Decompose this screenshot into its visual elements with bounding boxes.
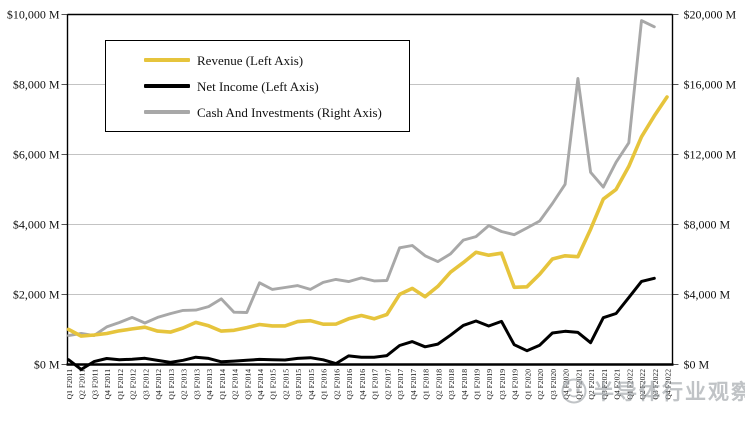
- x-tick-label: Q2 F2018: [434, 369, 443, 400]
- x-tick-label: Q1 F2014: [218, 369, 227, 400]
- x-tick-label: Q4 F2021: [613, 369, 622, 400]
- legend-label: Net Income (Left Axis): [197, 78, 319, 94]
- x-tick-label: Q4 F2013: [205, 369, 214, 400]
- y-tick-left: $4,000 M: [13, 218, 60, 232]
- x-tick-label: Q2 F2021: [587, 369, 596, 400]
- x-tick-label: Q3 F2021: [600, 369, 609, 400]
- x-tick-label: Q3 F2011: [90, 369, 99, 400]
- x-tick-label: Q3 F2015: [294, 369, 303, 400]
- y-tick-right: $4,000 M: [684, 288, 731, 302]
- x-tick-label: Q4 F2016: [358, 369, 367, 400]
- y-tick-right: $0 M: [684, 358, 710, 372]
- x-tick-label: Q4 F2022: [664, 369, 673, 400]
- x-tick-label: Q4 F2011: [103, 369, 112, 400]
- y-axis-labels-left: $10,000 M $8,000 M $6,000 M $4,000 M $2,000 …: [7, 8, 60, 372]
- x-tick-label: Q4 F2020: [562, 369, 571, 400]
- x-tick-label: Q1 F2019: [472, 369, 481, 400]
- x-tick-label: Q2 F2020: [536, 369, 545, 400]
- x-tick-label: Q4 F2018: [460, 369, 469, 400]
- axis-ticks: [61, 14, 679, 365]
- revenue-left-axis-line: [66, 95, 669, 338]
- y-tick-right: $20,000 M: [684, 8, 737, 22]
- x-tick-label: Q3 F2016: [345, 369, 354, 400]
- x-tick-label: Q3 F2014: [243, 369, 252, 400]
- x-tick-label: Q1 F2020: [523, 369, 532, 400]
- x-tick-label: Q3 F2017: [396, 369, 405, 400]
- legend-item-cash: Cash And Investments (Right Axis): [144, 106, 409, 119]
- x-tick-label: Q2 F2013: [180, 369, 189, 400]
- x-tick-label: Q1 F2011: [65, 369, 74, 400]
- legend-label: Revenue (Left Axis): [197, 52, 304, 68]
- y-tick-right: $16,000 M: [684, 78, 737, 92]
- x-tick-label: Q2 F2015: [281, 369, 290, 400]
- y-tick-left: $2,000 M: [13, 288, 60, 302]
- x-tick-label: Q4 F2015: [307, 369, 316, 400]
- legend: Revenue (Left Axis) Net Income (Left Axi…: [105, 40, 410, 132]
- x-tick-label: Q4 F2014: [256, 369, 265, 400]
- cash-and-investments-right-axis-line: [67, 19, 656, 338]
- x-tick-label: Q3 F2013: [192, 369, 201, 400]
- x-tick-label: Q1 F2018: [422, 369, 431, 400]
- x-tick-label: Q2 F2014: [231, 369, 240, 400]
- x-tick-label: Q4 F2019: [511, 369, 520, 400]
- y-tick-right: $12,000 M: [684, 148, 737, 162]
- y-tick-right: $8,000 M: [684, 218, 731, 232]
- x-tick-label: Q2 F2017: [383, 369, 392, 400]
- x-tick-label: Q1 F2012: [116, 369, 125, 400]
- x-tick-label: Q3 F2019: [498, 369, 507, 400]
- x-tick-label: Q2 F2011: [78, 369, 87, 400]
- y-tick-left: $0 M: [34, 358, 60, 372]
- cash-line-swatch: [144, 109, 190, 115]
- legend-item-net-income: Net Income (Left Axis): [144, 80, 409, 93]
- net-income-line-swatch: [144, 83, 190, 89]
- x-tick-label: Q1 F2015: [269, 369, 278, 400]
- x-tick-label: Q4 F2017: [409, 369, 418, 400]
- x-tick-label: Q1 F2017: [371, 369, 380, 400]
- net-income-left-axis-line: [67, 276, 656, 371]
- x-tick-label: Q2 F2016: [332, 369, 341, 400]
- x-tick-label: Q2 F2019: [485, 369, 494, 400]
- x-tick-label: Q1 F2016: [320, 369, 329, 400]
- x-tick-label: Q4 F2012: [154, 369, 163, 400]
- x-axis-labels: Q1 F2011 Q2 F2011 Q3 F2011 Q4 F2011 Q1 F2012…: [65, 369, 673, 400]
- x-tick-label: Q3 F2020: [549, 369, 558, 400]
- x-tick-label: Q3 F2012: [141, 369, 150, 400]
- x-tick-label: Q1 F2022: [625, 369, 634, 400]
- series-lines: [66, 19, 669, 371]
- y-tick-left: $8,000 M: [13, 78, 60, 92]
- x-tick-label: Q3 F2022: [651, 369, 660, 400]
- x-tick-label: Q2 F2022: [638, 369, 647, 400]
- y-tick-left: $6,000 M: [13, 148, 60, 162]
- x-tick-label: Q2 F2012: [129, 369, 138, 400]
- revenue-line-swatch: [144, 57, 190, 63]
- legend-label: Cash And Investments (Right Axis): [197, 104, 382, 120]
- x-tick-label: Q1 F2013: [167, 369, 176, 400]
- plot-border: [66, 13, 674, 366]
- x-tick-label: Q1 F2021: [574, 369, 583, 400]
- y-axis-labels-right: $20,000 M $16,000 M $12,000 M $8,000 M $4,00…: [684, 8, 737, 372]
- legend-item-revenue: Revenue (Left Axis): [144, 54, 409, 67]
- x-tick-label: Q3 F2018: [447, 369, 456, 400]
- y-tick-left: $10,000 M: [7, 8, 60, 22]
